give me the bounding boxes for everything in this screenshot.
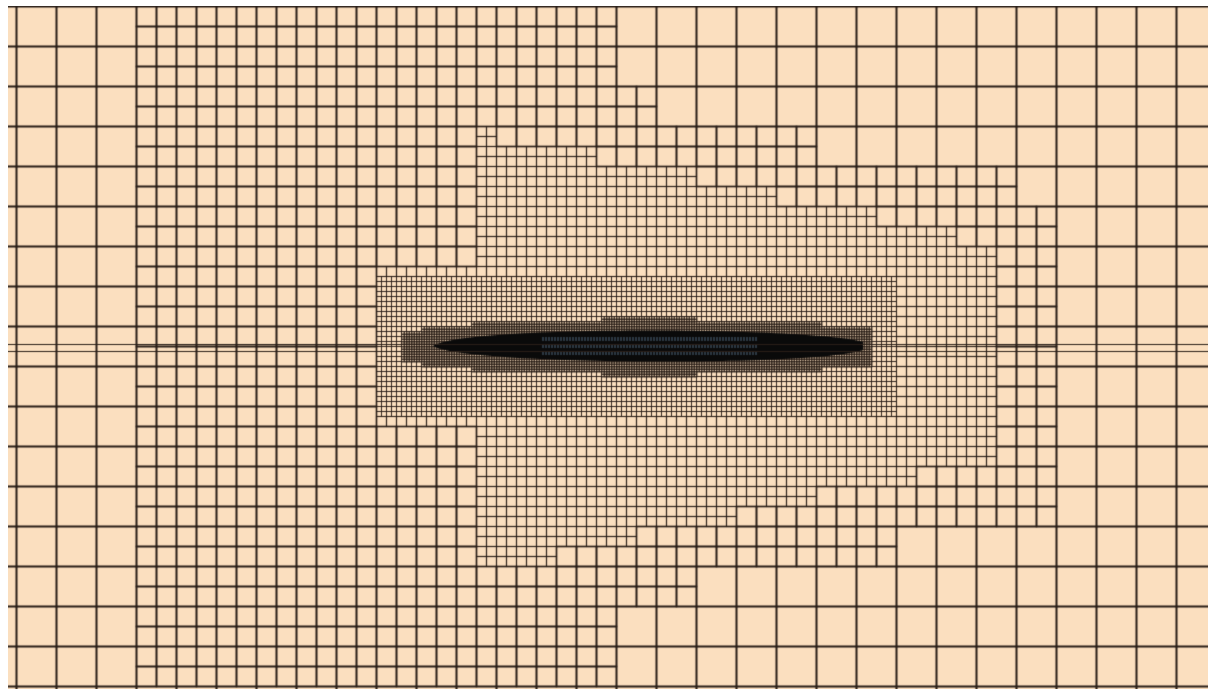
- mesh-canvas[interactable]: [8, 6, 1208, 689]
